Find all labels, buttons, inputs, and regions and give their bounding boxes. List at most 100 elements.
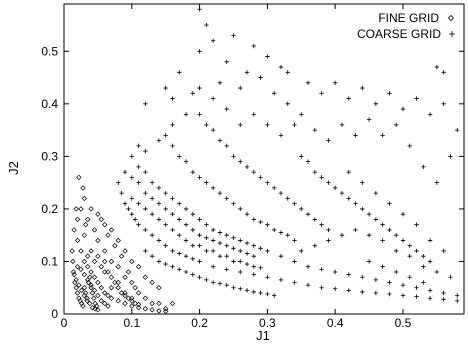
fine-grid-point xyxy=(98,264,104,270)
fine-grid-point xyxy=(81,285,88,291)
y-tick-label: 0.5 xyxy=(41,44,58,58)
series-fine-grid-points xyxy=(69,174,176,315)
coarse-grid-point xyxy=(312,243,318,248)
coarse-grid-point xyxy=(455,293,460,298)
coarse-grid-point xyxy=(265,248,270,254)
fine-grid-point xyxy=(108,274,115,280)
coarse-grid-point xyxy=(224,143,229,149)
coarse-grid-point xyxy=(373,190,379,196)
coarse-grid-point xyxy=(346,196,351,201)
coarse-grid-point xyxy=(149,196,155,201)
fine-grid-point xyxy=(91,258,98,265)
coarse-grid-point xyxy=(197,232,202,238)
coarse-grid-point xyxy=(129,154,134,159)
coarse-grid-point xyxy=(373,290,379,296)
fine-grid-point xyxy=(105,232,111,238)
fine-grid-point xyxy=(112,243,118,249)
coarse-grid-point xyxy=(231,246,236,251)
fine-grid-point xyxy=(156,300,162,307)
coarse-grid-point xyxy=(163,222,168,227)
coarse-grid-point xyxy=(292,259,297,264)
coarse-grid-point xyxy=(244,261,250,267)
coarse-grid-point xyxy=(407,243,412,248)
coarse-grid-point xyxy=(346,272,351,277)
coarse-grid-point xyxy=(129,196,134,201)
plot-frame xyxy=(63,3,465,315)
coarse-grid-point xyxy=(332,269,338,275)
coarse-grid-point xyxy=(332,185,338,191)
fine-grid-point xyxy=(73,285,79,291)
coarse-grid-point xyxy=(251,43,257,49)
fine-grid-point xyxy=(115,237,121,244)
coarse-grid-point xyxy=(197,275,202,280)
coarse-grid-point xyxy=(285,101,290,107)
x-tick-label: 0.1 xyxy=(123,316,140,330)
fine-grid-point xyxy=(82,221,89,228)
fine-grid-point xyxy=(92,306,98,312)
coarse-grid-point xyxy=(177,70,182,75)
coarse-grid-point xyxy=(421,280,426,285)
coarse-grid-point xyxy=(129,175,134,180)
coarse-grid-point xyxy=(224,59,229,64)
coarse-grid-point xyxy=(394,232,399,238)
fine-grid-point xyxy=(132,285,138,291)
fine-grid-point xyxy=(129,258,135,265)
coarse-grid-point xyxy=(265,54,270,59)
coarse-grid-point xyxy=(387,291,392,297)
coarse-grid-point xyxy=(163,206,168,212)
fine-grid-point xyxy=(74,216,81,223)
fine-grid-point xyxy=(95,211,101,217)
coarse-grid-point xyxy=(394,269,399,275)
coarse-grid-point xyxy=(244,164,250,170)
coarse-grid-point xyxy=(427,296,433,301)
fine-grid-point xyxy=(135,290,142,296)
fine-grid-point xyxy=(91,274,98,280)
coarse-grid-point xyxy=(224,254,229,259)
fine-grid-point xyxy=(88,248,94,254)
coarse-grid-point xyxy=(204,277,209,283)
coarse-grid-point xyxy=(285,70,290,75)
coarse-grid-point xyxy=(217,230,223,235)
coarse-grid-point xyxy=(136,180,141,185)
coarse-grid-point xyxy=(156,217,162,222)
coarse-grid-point xyxy=(380,264,385,269)
fine-grid-point xyxy=(108,295,115,301)
y-tick-label: 0.1 xyxy=(41,254,58,268)
coarse-grid-point xyxy=(292,238,297,243)
x-tick-label: 0.2 xyxy=(191,316,208,330)
coarse-grid-point xyxy=(373,217,379,222)
coarse-grid-point xyxy=(258,290,263,296)
coarse-grid-point xyxy=(231,33,236,38)
coarse-grid-point xyxy=(204,235,209,241)
coarse-grid-point xyxy=(210,185,216,191)
coarse-grid-point xyxy=(258,75,263,80)
coarse-grid-point xyxy=(366,259,372,264)
coarse-grid-point xyxy=(149,254,155,259)
fine-grid-point xyxy=(95,292,101,299)
coarse-grid-point xyxy=(170,211,175,217)
coarse-grid-point xyxy=(238,269,243,275)
fine-grid-point xyxy=(88,269,94,275)
coarse-grid-point xyxy=(177,154,182,159)
y-tick-label: 0 xyxy=(51,307,58,321)
fine-grid-point xyxy=(88,282,94,288)
coarse-grid-point xyxy=(238,248,243,254)
coarse-grid-point xyxy=(224,267,229,272)
coarse-grid-point xyxy=(285,232,290,238)
fine-grid-point xyxy=(88,285,94,291)
fine-grid-point xyxy=(81,271,88,278)
coarse-grid-point xyxy=(177,201,182,206)
coarse-grid-point xyxy=(271,91,277,96)
fine-grid-point xyxy=(101,300,108,307)
coarse-grid-point xyxy=(339,122,345,128)
coarse-grid-point xyxy=(407,254,412,259)
y-axis-ticks: 0 0.1 0.2 0.3 0.4 0.5 xyxy=(41,44,464,321)
coarse-grid-point xyxy=(448,154,453,159)
fine-grid-point xyxy=(73,206,79,212)
coarse-grid-point xyxy=(278,254,284,259)
coarse-grid-point xyxy=(136,201,141,206)
coarse-grid-point xyxy=(380,222,385,227)
coarse-grid-point xyxy=(258,175,263,180)
coarse-grid-point xyxy=(122,201,128,206)
